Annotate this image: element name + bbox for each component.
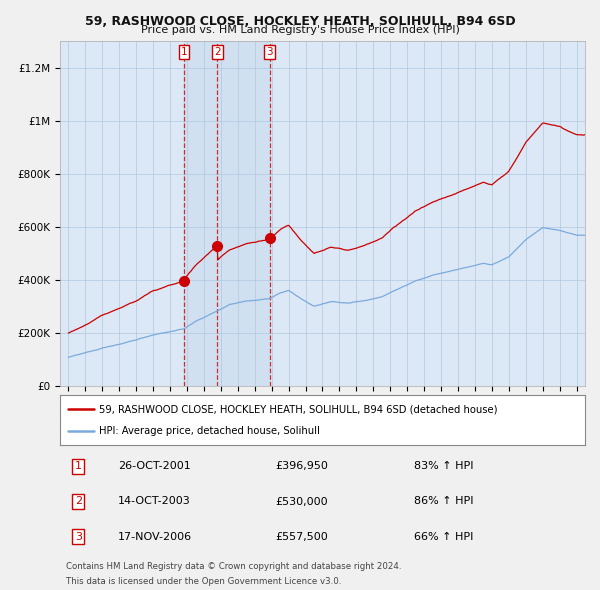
Text: 83% ↑ HPI: 83% ↑ HPI [413, 461, 473, 471]
Text: £530,000: £530,000 [275, 497, 328, 506]
Text: 1: 1 [181, 47, 187, 57]
Text: 2: 2 [75, 497, 82, 506]
Text: HPI: Average price, detached house, Solihull: HPI: Average price, detached house, Soli… [100, 427, 320, 437]
Text: £396,950: £396,950 [275, 461, 328, 471]
Text: 14-OCT-2003: 14-OCT-2003 [118, 497, 191, 506]
Text: 2: 2 [214, 47, 221, 57]
Text: 59, RASHWOOD CLOSE, HOCKLEY HEATH, SOLIHULL, B94 6SD: 59, RASHWOOD CLOSE, HOCKLEY HEATH, SOLIH… [85, 15, 515, 28]
Text: 3: 3 [75, 532, 82, 542]
Text: 86% ↑ HPI: 86% ↑ HPI [413, 497, 473, 506]
Bar [184, 41, 269, 386]
Text: Price paid vs. HM Land Registry's House Price Index (HPI): Price paid vs. HM Land Registry's House … [140, 25, 460, 35]
Text: 66% ↑ HPI: 66% ↑ HPI [413, 532, 473, 542]
Text: £557,500: £557,500 [275, 532, 328, 542]
Text: 1: 1 [75, 461, 82, 471]
Text: 26-OCT-2001: 26-OCT-2001 [118, 461, 191, 471]
Text: This data is licensed under the Open Government Licence v3.0.: This data is licensed under the Open Gov… [66, 577, 341, 586]
Text: 59, RASHWOOD CLOSE, HOCKLEY HEATH, SOLIHULL, B94 6SD (detached house): 59, RASHWOOD CLOSE, HOCKLEY HEATH, SOLIH… [100, 404, 498, 414]
Text: 17-NOV-2006: 17-NOV-2006 [118, 532, 191, 542]
Text: 3: 3 [266, 47, 273, 57]
Text: Contains HM Land Registry data © Crown copyright and database right 2024.: Contains HM Land Registry data © Crown c… [66, 562, 401, 571]
